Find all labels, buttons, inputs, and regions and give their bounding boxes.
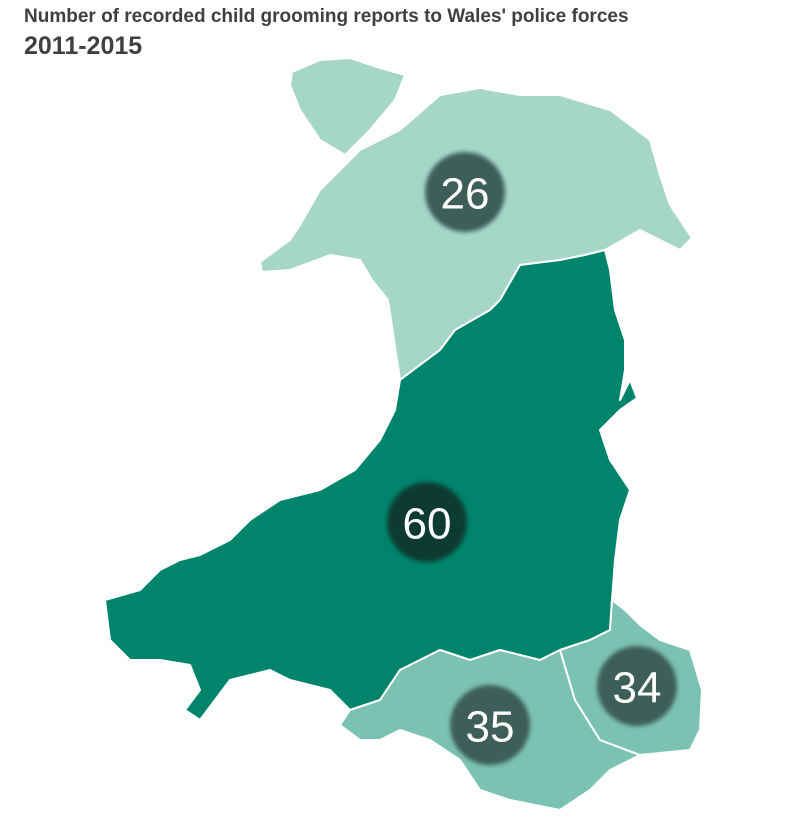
value-label-dyfed-powys: 60: [403, 500, 452, 549]
region-north-wales-anglesey[interactable]: [289, 57, 406, 156]
value-label-gwent: 34: [613, 664, 662, 713]
map-subtitle: 2011-2015: [24, 32, 143, 60]
value-label-south-wales: 35: [466, 703, 515, 752]
map-title: Number of recorded child grooming report…: [24, 6, 629, 27]
value-marker-gwent: [597, 646, 677, 726]
value-label-north-wales: 26: [441, 170, 490, 219]
region-dyfed-powys[interactable]: [104, 249, 638, 721]
value-marker-north-wales: [425, 152, 505, 232]
value-marker-dyfed-powys: [387, 482, 467, 562]
value-marker-south-wales: [450, 685, 530, 765]
